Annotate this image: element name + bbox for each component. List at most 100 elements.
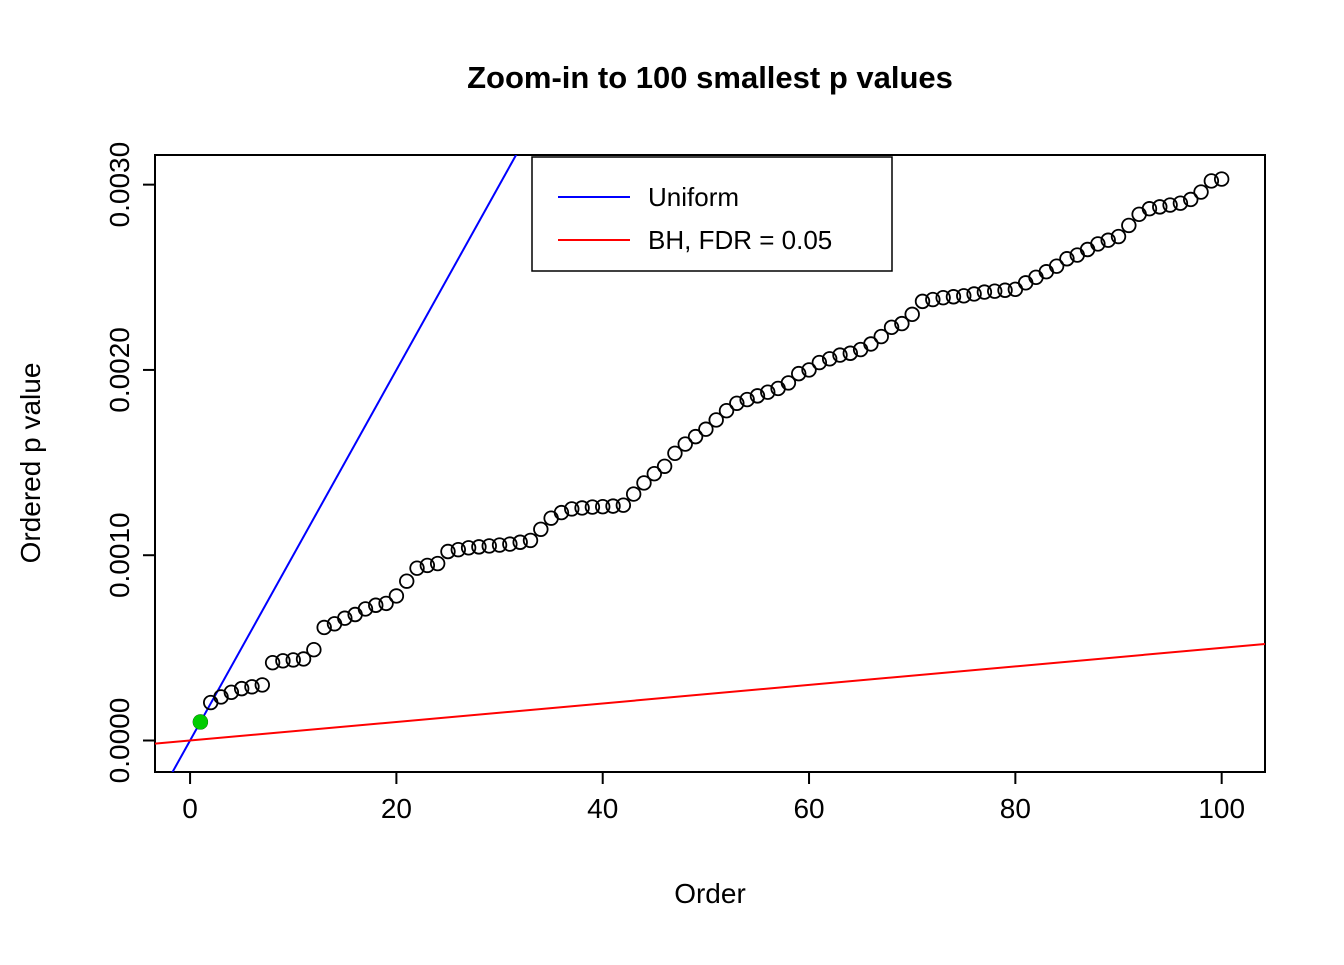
data-point [656, 458, 673, 474]
data-point [667, 445, 683, 462]
data-point [1110, 228, 1127, 245]
data-point [337, 610, 353, 626]
x-tick-label: 80 [1000, 793, 1031, 824]
data-point [522, 532, 539, 549]
data-point [945, 289, 962, 305]
data-point [471, 539, 487, 555]
data-point [1141, 201, 1158, 217]
y-axis-label: Ordered p value [15, 363, 46, 564]
data-point [295, 651, 312, 667]
y-axis-ticks: 0.0000 0.0010 0.0020 0.0030 [104, 142, 155, 783]
legend-uniform-label: Uniform [648, 182, 739, 212]
data-point [718, 402, 735, 419]
data-point [1059, 251, 1075, 267]
data-point [1121, 217, 1137, 234]
data-point [440, 543, 456, 560]
data-point [1193, 184, 1209, 200]
x-axis-ticks: 0 20 40 60 80 100 [182, 772, 1245, 824]
data-point [543, 510, 559, 526]
data-point [811, 354, 828, 371]
data-point [409, 560, 425, 576]
x-tick-label: 40 [587, 793, 618, 824]
data-point [1172, 195, 1189, 211]
data-point [213, 689, 229, 705]
chart-title: Zoom-in to 100 smallest p values [467, 60, 953, 95]
x-axis-label: Order [674, 878, 746, 909]
data-point [419, 557, 436, 574]
data-point [512, 534, 528, 550]
data-point [584, 499, 601, 515]
legend: Uniform BH, FDR = 0.05 [531, 156, 893, 272]
data-point [233, 680, 250, 697]
data-point [698, 421, 714, 437]
data-point [1048, 258, 1065, 274]
data-point [564, 501, 580, 517]
data-point [863, 336, 879, 352]
data-point [285, 652, 301, 668]
data-point [1162, 197, 1178, 213]
plot-content [155, 155, 1265, 772]
data-point [935, 289, 951, 306]
data-point [264, 654, 281, 671]
data-point [1131, 206, 1147, 222]
data-point [801, 362, 817, 378]
data-point [646, 465, 662, 482]
data-point [925, 291, 941, 308]
x-tick-label: 20 [381, 793, 412, 824]
data-point [306, 642, 322, 658]
bh-threshold-line [155, 642, 1265, 745]
data-point [956, 288, 972, 304]
data-point [316, 619, 332, 636]
data-point [368, 597, 384, 613]
x-tick-label: 100 [1198, 793, 1245, 824]
data-point [1007, 281, 1024, 298]
data-point [749, 388, 766, 404]
legend-box [531, 156, 893, 272]
data-point [729, 395, 745, 411]
data-point [894, 315, 910, 332]
x-tick-label: 60 [793, 793, 824, 824]
data-point [605, 498, 621, 514]
legend-bh-label: BH, FDR = 0.05 [648, 225, 832, 255]
data-point [966, 286, 982, 302]
data-point [636, 475, 652, 491]
data-point [914, 293, 931, 310]
data-point [1028, 269, 1044, 285]
data-point [780, 375, 797, 391]
data-point [378, 595, 394, 612]
uniform-reference-line [171, 155, 518, 772]
data-point [821, 351, 838, 367]
data-point [832, 347, 848, 363]
data-point [1038, 264, 1055, 280]
data-point [1079, 241, 1096, 258]
data-point [388, 588, 405, 604]
data-point [687, 428, 704, 445]
y-tick-label: 0.0010 [104, 512, 135, 598]
data-point [708, 412, 724, 428]
data-point [1152, 199, 1168, 215]
data-point [739, 391, 755, 408]
data-point [615, 497, 632, 513]
data-point [1017, 275, 1034, 291]
data-point [574, 500, 590, 516]
data-point [760, 384, 776, 400]
data-point [491, 537, 508, 553]
data-point [1203, 173, 1220, 189]
data-point [595, 498, 611, 515]
data-point [244, 679, 260, 695]
data-point [533, 521, 549, 537]
data-point [791, 365, 807, 382]
data-point [1100, 232, 1116, 248]
data-point [223, 684, 240, 701]
data-point [883, 319, 900, 336]
data-point [450, 541, 466, 558]
data-point [842, 345, 858, 361]
data-point [502, 536, 518, 552]
data-point [677, 436, 693, 452]
data-point [481, 538, 497, 554]
data-point [1090, 236, 1106, 252]
data-point [399, 573, 415, 589]
data-point [460, 540, 477, 556]
data-point [976, 284, 993, 300]
